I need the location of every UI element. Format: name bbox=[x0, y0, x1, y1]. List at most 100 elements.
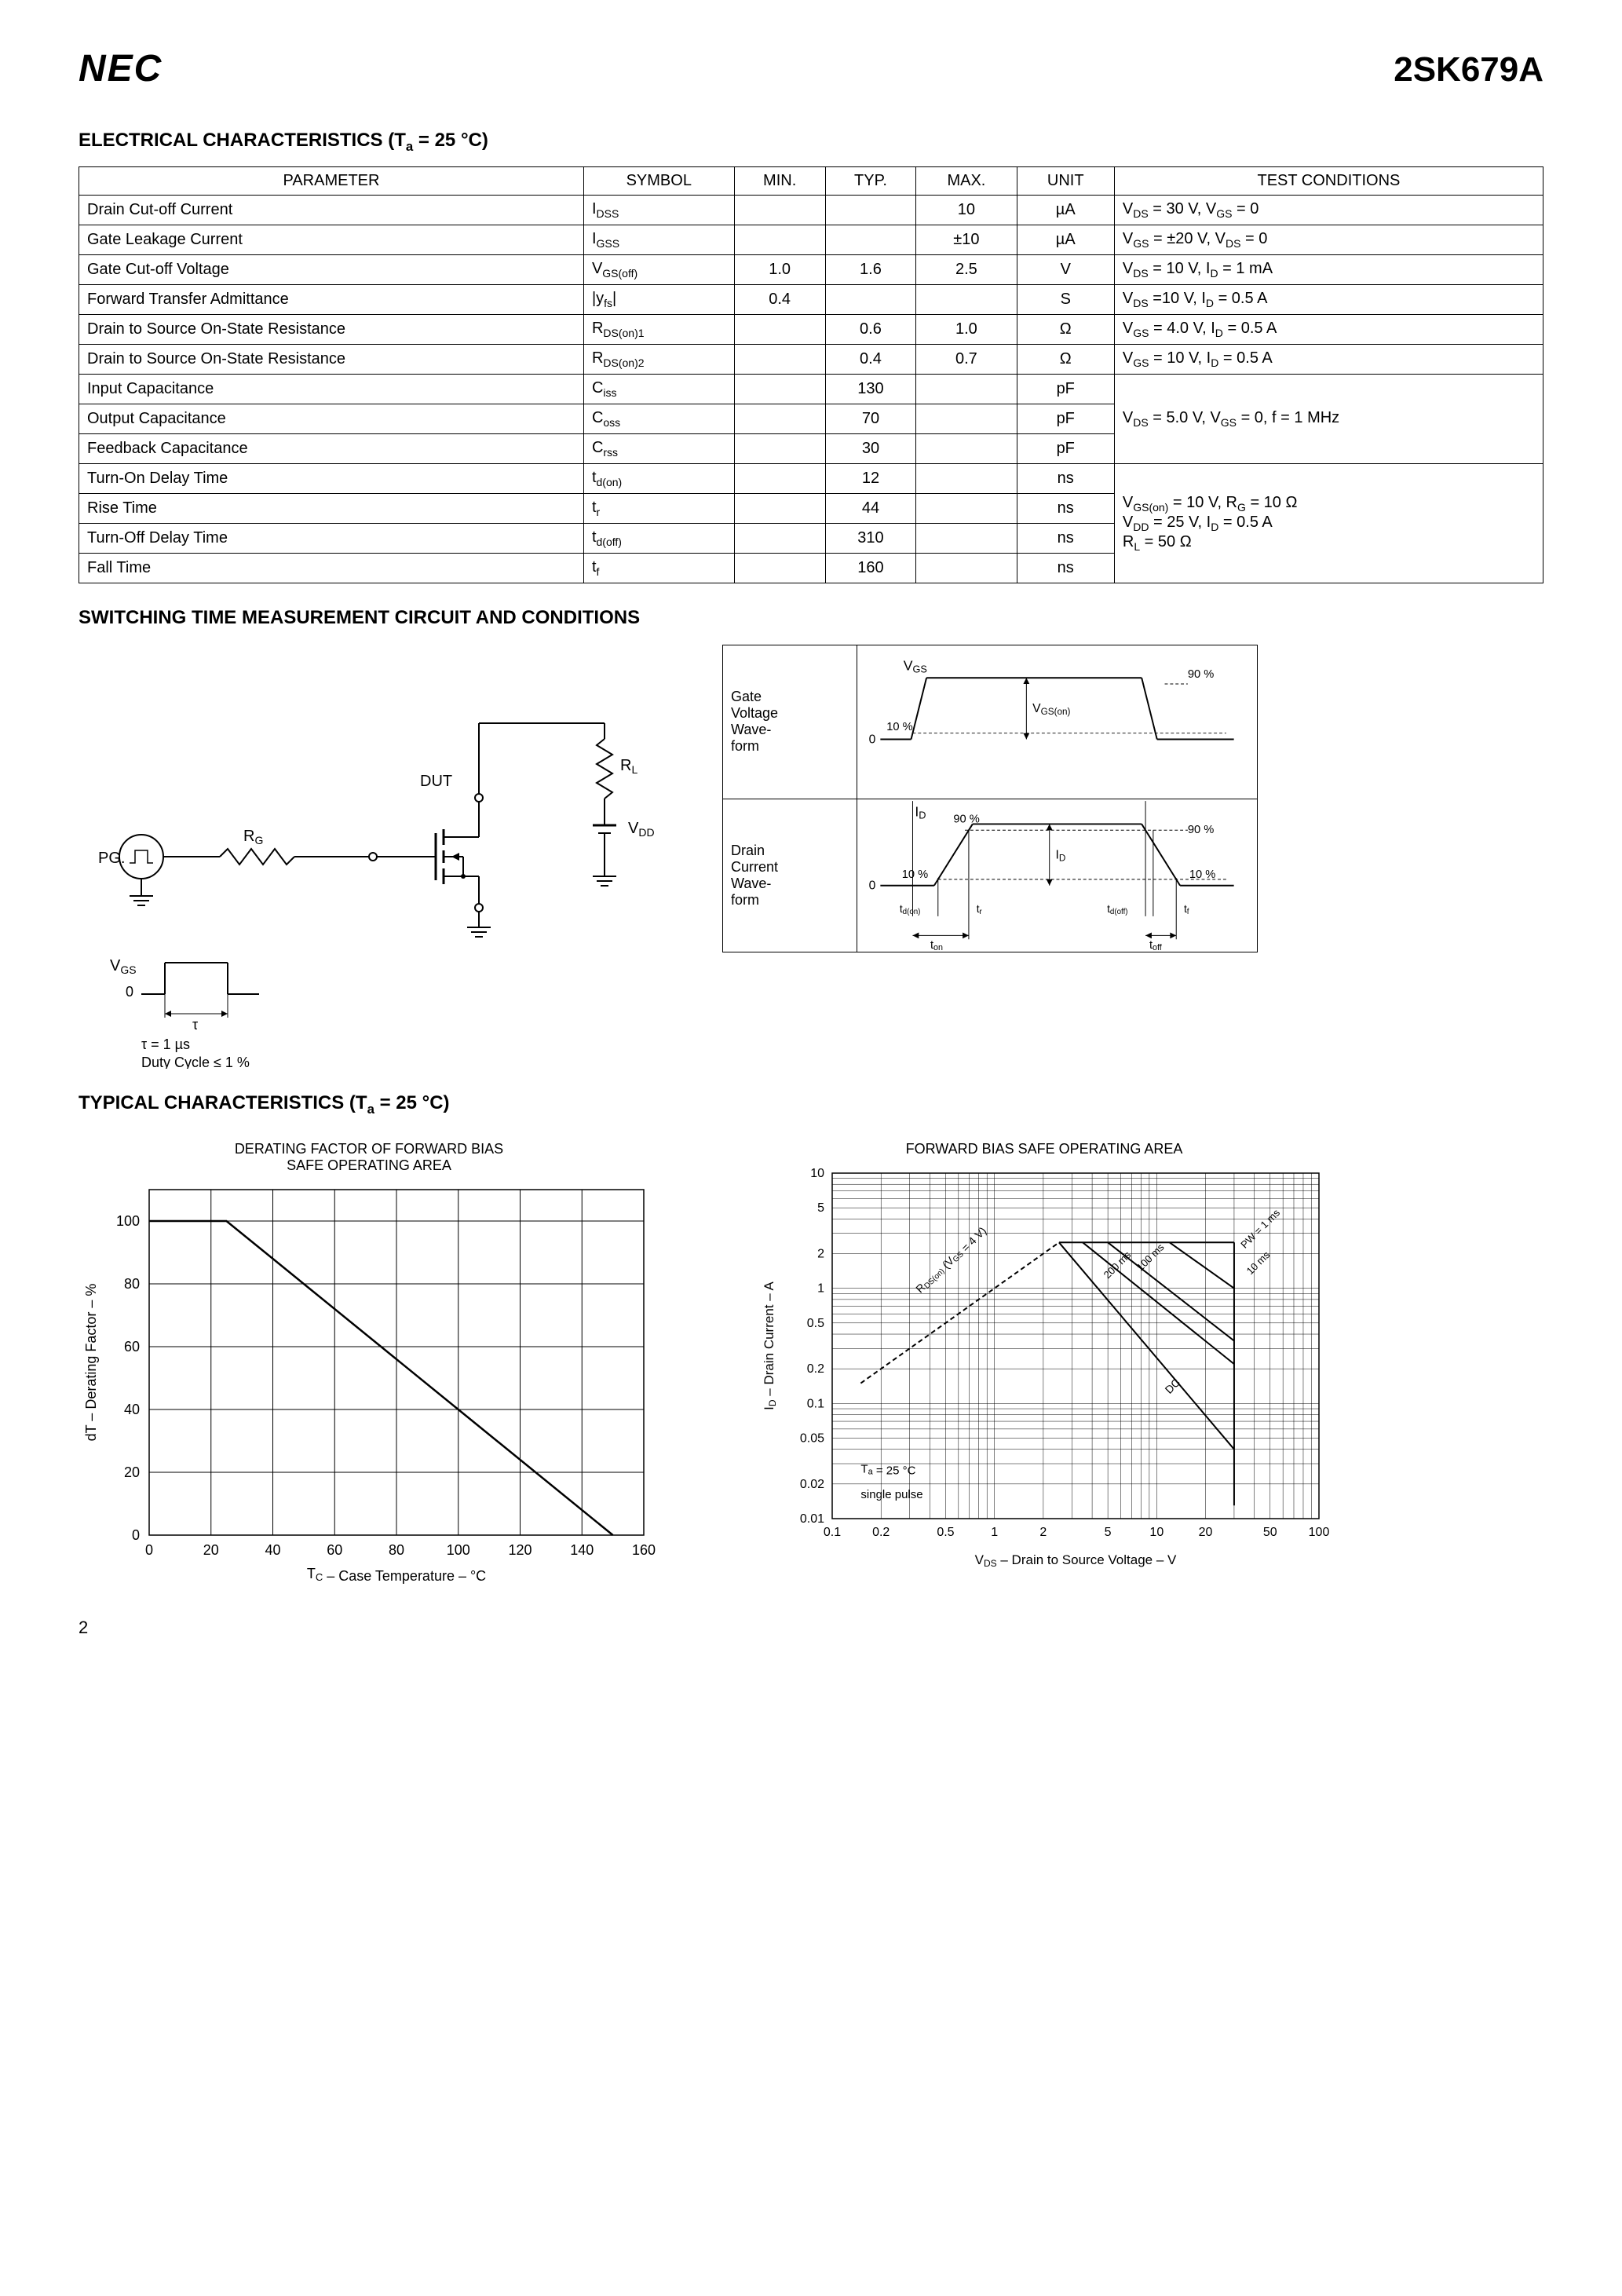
table-row: Input CapacitanceCiss130pFVDS = 5.0 V, V… bbox=[79, 374, 1543, 404]
col-typ: TYP. bbox=[825, 166, 915, 195]
svg-text:10: 10 bbox=[810, 1167, 824, 1180]
svg-text:10 %: 10 % bbox=[886, 721, 912, 733]
table-row: Gate Cut-off VoltageVGS(off)1.01.62.5VVD… bbox=[79, 254, 1543, 284]
svg-text:td(on): td(on) bbox=[900, 903, 921, 916]
svg-text:0: 0 bbox=[145, 1542, 153, 1558]
elec-table: PARAMETER SYMBOL MIN. TYP. MAX. UNIT TES… bbox=[79, 166, 1543, 583]
logo: NEC bbox=[79, 47, 163, 90]
svg-text:0.2: 0.2 bbox=[807, 1362, 824, 1376]
gate-wave-label: Gate Voltage Wave- form bbox=[723, 645, 857, 799]
svg-text:0.1: 0.1 bbox=[824, 1526, 841, 1539]
svg-text:2: 2 bbox=[817, 1247, 824, 1260]
svg-text:90 %: 90 % bbox=[1188, 668, 1214, 681]
tau-note: τ = 1 µs bbox=[141, 1036, 190, 1052]
table-row: Drain to Source On-State ResistanceRDS(o… bbox=[79, 314, 1543, 344]
svg-text:ID: ID bbox=[1056, 848, 1066, 863]
svg-text:10 ms: 10 ms bbox=[1244, 1249, 1273, 1277]
svg-text:160: 160 bbox=[632, 1542, 656, 1558]
switching-title: SWITCHING TIME MEASUREMENT CIRCUIT AND C… bbox=[79, 607, 1543, 629]
svg-text:single pulse: single pulse bbox=[860, 1488, 922, 1501]
table-row: Forward Transfer Admittance|yfs|0.4SVDS … bbox=[79, 284, 1543, 314]
typical-title-rest: = 25 °C) bbox=[374, 1092, 450, 1113]
svg-text:toff: toff bbox=[1149, 939, 1162, 952]
svg-text:200 ms: 200 ms bbox=[1101, 1249, 1134, 1281]
svg-text:140: 140 bbox=[570, 1542, 594, 1558]
table-header-row: PARAMETER SYMBOL MIN. TYP. MAX. UNIT TES… bbox=[79, 166, 1543, 195]
svg-text:2: 2 bbox=[1039, 1526, 1047, 1539]
waveform-diagram: Gate Voltage Wave- form VGS 0 10 % bbox=[722, 645, 1258, 952]
svg-text:ton: ton bbox=[930, 939, 943, 952]
col-unit: UNIT bbox=[1017, 166, 1114, 195]
svg-text:ID: ID bbox=[915, 803, 926, 821]
chart1-title: DERATING FACTOR OF FORWARD BIAS SAFE OPE… bbox=[79, 1141, 659, 1174]
derating-chart: DERATING FACTOR OF FORWARD BIAS SAFE OPE… bbox=[79, 1141, 659, 1594]
svg-text:100: 100 bbox=[116, 1213, 140, 1229]
svg-text:0.05: 0.05 bbox=[800, 1431, 824, 1445]
svg-text:0.1: 0.1 bbox=[807, 1397, 824, 1410]
col-parameter: PARAMETER bbox=[79, 166, 584, 195]
typical-title: TYPICAL CHARACTERISTICS (Ta = 25 °C) bbox=[79, 1092, 1543, 1117]
svg-text:90 %: 90 % bbox=[953, 813, 979, 825]
part-number: 2SK679A bbox=[1394, 50, 1543, 90]
svg-text:100: 100 bbox=[1309, 1526, 1330, 1539]
table-row: Drain Cut-off CurrentIDSS10µAVDS = 30 V,… bbox=[79, 195, 1543, 225]
svg-text:DC: DC bbox=[1163, 1376, 1183, 1396]
svg-text:40: 40 bbox=[265, 1542, 280, 1558]
chart2-title: FORWARD BIAS SAFE OPERATING AREA bbox=[754, 1141, 1335, 1157]
svg-text:Ta = 25 °C: Ta = 25 °C bbox=[860, 1462, 915, 1477]
col-max: MAX. bbox=[916, 166, 1017, 195]
col-symbol: SYMBOL bbox=[583, 166, 734, 195]
vgs-label: VGS bbox=[110, 957, 137, 976]
svg-text:VDS – Drain to Source Voltage: VDS – Drain to Source Voltage – V bbox=[975, 1552, 1177, 1569]
svg-text:100 ms: 100 ms bbox=[1134, 1241, 1167, 1273]
svg-text:tr: tr bbox=[977, 903, 983, 916]
svg-text:20: 20 bbox=[124, 1464, 140, 1480]
svg-text:80: 80 bbox=[389, 1542, 404, 1558]
svg-text:tf: tf bbox=[1184, 903, 1189, 916]
svg-text:80: 80 bbox=[124, 1276, 140, 1292]
elec-title-rest: = 25 °C) bbox=[413, 130, 488, 151]
svg-text:VGS: VGS bbox=[904, 657, 927, 675]
svg-text:dT – Derating Factor – %: dT – Derating Factor – % bbox=[83, 1283, 99, 1441]
rg-label: RG bbox=[243, 828, 263, 846]
svg-text:0.5: 0.5 bbox=[937, 1526, 954, 1539]
svg-text:60: 60 bbox=[124, 1339, 140, 1355]
svg-text:90 %: 90 % bbox=[1188, 824, 1214, 836]
svg-text:10 %: 10 % bbox=[902, 868, 928, 881]
col-cond: TEST CONDITIONS bbox=[1114, 166, 1543, 195]
elec-title-text: ELECTRICAL CHARACTERISTICS (T bbox=[79, 130, 406, 151]
svg-text:10: 10 bbox=[1149, 1526, 1164, 1539]
col-min: MIN. bbox=[734, 166, 825, 195]
svg-text:60: 60 bbox=[327, 1542, 342, 1558]
rl-label: RL bbox=[620, 757, 637, 776]
svg-text:0: 0 bbox=[869, 879, 876, 892]
vdd-label: VDD bbox=[628, 820, 655, 839]
table-row: Drain to Source On-State ResistanceRDS(o… bbox=[79, 344, 1543, 374]
svg-text:0.02: 0.02 bbox=[800, 1477, 824, 1490]
zero-label: 0 bbox=[126, 984, 133, 1000]
svg-text:ID – Drain Current – A: ID – Drain Current – A bbox=[762, 1281, 778, 1409]
svg-text:0.01: 0.01 bbox=[800, 1512, 824, 1526]
svg-text:50: 50 bbox=[1263, 1526, 1277, 1539]
svg-text:1: 1 bbox=[817, 1281, 824, 1295]
typical-title-sub: a bbox=[367, 1102, 374, 1117]
duty-note: Duty Cycle ≤ 1 % bbox=[141, 1055, 250, 1069]
typical-title-text: TYPICAL CHARACTERISTICS (T bbox=[79, 1092, 367, 1113]
svg-text:0.2: 0.2 bbox=[872, 1526, 890, 1539]
svg-text:td(off): td(off) bbox=[1107, 903, 1127, 916]
pg-label: PG. bbox=[98, 850, 125, 867]
svg-text:0: 0 bbox=[132, 1527, 140, 1543]
svg-text:20: 20 bbox=[1199, 1526, 1213, 1539]
svg-text:5: 5 bbox=[1105, 1526, 1112, 1539]
svg-text:40: 40 bbox=[124, 1402, 140, 1417]
svg-text:120: 120 bbox=[508, 1542, 532, 1558]
page-number: 2 bbox=[79, 1618, 1543, 1638]
circuit-diagram: PG. RG bbox=[79, 645, 675, 1069]
svg-text:20: 20 bbox=[203, 1542, 219, 1558]
svg-text:0.5: 0.5 bbox=[807, 1316, 824, 1329]
svg-text:1: 1 bbox=[991, 1526, 998, 1539]
table-row: Gate Leakage CurrentIGSS±10µAVGS = ±20 V… bbox=[79, 225, 1543, 254]
svg-text:5: 5 bbox=[817, 1201, 824, 1215]
drain-wave-label: Drain Current Wave- form bbox=[723, 799, 857, 952]
svg-text:100: 100 bbox=[447, 1542, 470, 1558]
